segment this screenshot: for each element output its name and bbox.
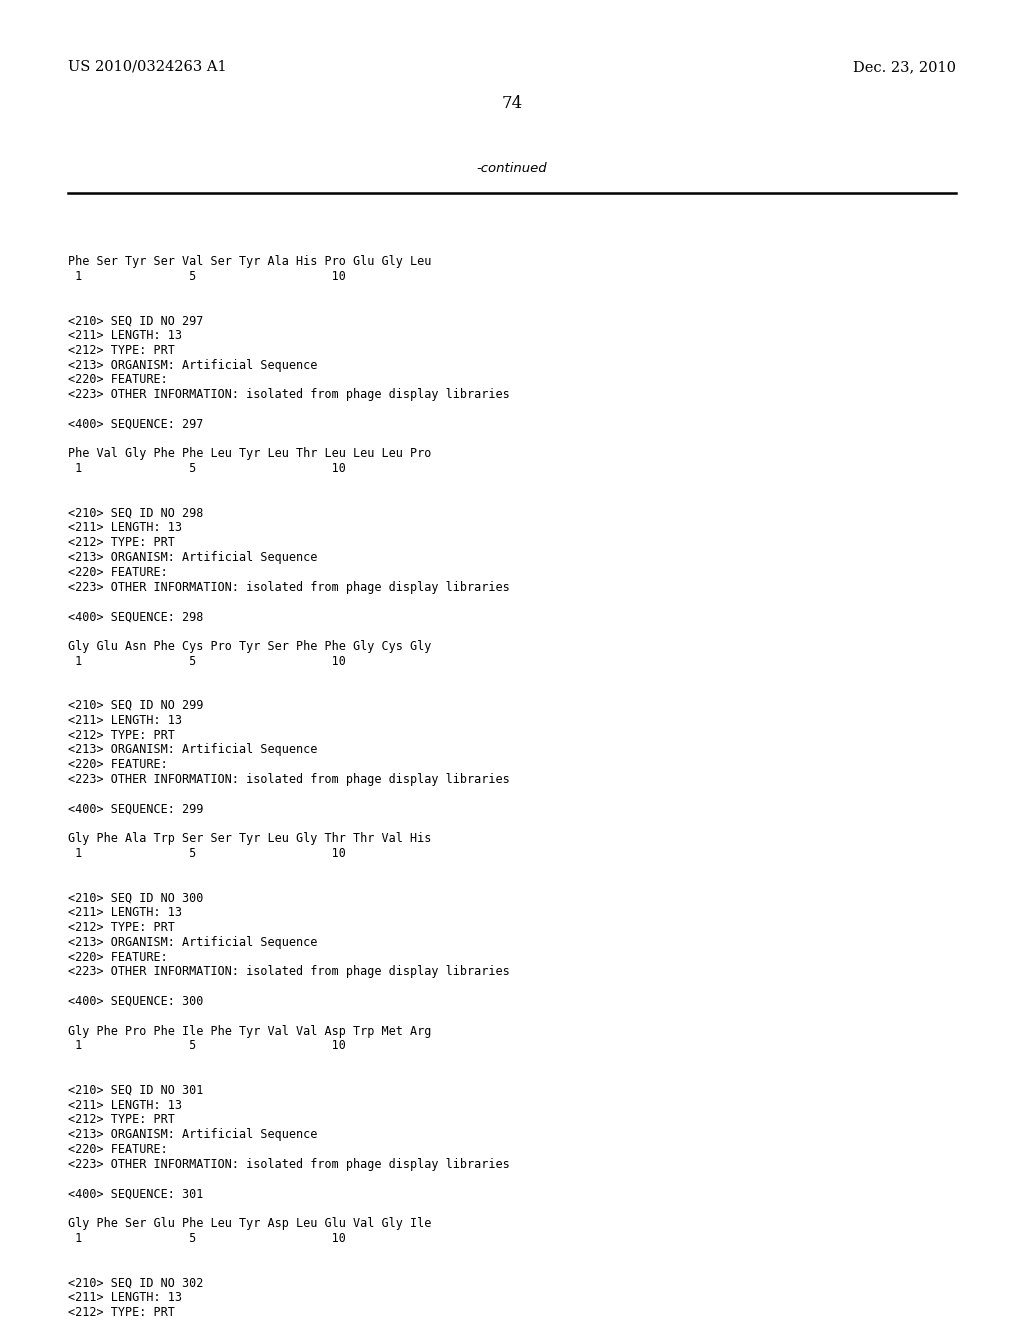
Text: <213> ORGANISM: Artificial Sequence: <213> ORGANISM: Artificial Sequence xyxy=(68,1129,317,1142)
Text: Gly Phe Ala Trp Ser Ser Tyr Leu Gly Thr Thr Val His: Gly Phe Ala Trp Ser Ser Tyr Leu Gly Thr … xyxy=(68,832,431,845)
Text: <223> OTHER INFORMATION: isolated from phage display libraries: <223> OTHER INFORMATION: isolated from p… xyxy=(68,965,510,978)
Text: <220> FEATURE:: <220> FEATURE: xyxy=(68,1143,168,1156)
Text: <400> SEQUENCE: 298: <400> SEQUENCE: 298 xyxy=(68,610,204,623)
Text: Phe Ser Tyr Ser Val Ser Tyr Ala His Pro Glu Gly Leu: Phe Ser Tyr Ser Val Ser Tyr Ala His Pro … xyxy=(68,255,431,268)
Text: <223> OTHER INFORMATION: isolated from phage display libraries: <223> OTHER INFORMATION: isolated from p… xyxy=(68,581,510,594)
Text: <213> ORGANISM: Artificial Sequence: <213> ORGANISM: Artificial Sequence xyxy=(68,550,317,564)
Text: <211> LENGTH: 13: <211> LENGTH: 13 xyxy=(68,907,182,919)
Text: <220> FEATURE:: <220> FEATURE: xyxy=(68,374,168,387)
Text: <223> OTHER INFORMATION: isolated from phage display libraries: <223> OTHER INFORMATION: isolated from p… xyxy=(68,388,510,401)
Text: <212> TYPE: PRT: <212> TYPE: PRT xyxy=(68,1305,175,1319)
Text: <211> LENGTH: 13: <211> LENGTH: 13 xyxy=(68,1098,182,1111)
Text: Phe Val Gly Phe Phe Leu Tyr Leu Thr Leu Leu Leu Pro: Phe Val Gly Phe Phe Leu Tyr Leu Thr Leu … xyxy=(68,447,431,461)
Text: <400> SEQUENCE: 300: <400> SEQUENCE: 300 xyxy=(68,995,204,1008)
Text: <212> TYPE: PRT: <212> TYPE: PRT xyxy=(68,921,175,935)
Text: 1               5                   10: 1 5 10 xyxy=(68,1039,346,1052)
Text: <213> ORGANISM: Artificial Sequence: <213> ORGANISM: Artificial Sequence xyxy=(68,936,317,949)
Text: <210> SEQ ID NO 300: <210> SEQ ID NO 300 xyxy=(68,891,204,904)
Text: <210> SEQ ID NO 298: <210> SEQ ID NO 298 xyxy=(68,507,204,520)
Text: <212> TYPE: PRT: <212> TYPE: PRT xyxy=(68,536,175,549)
Text: <210> SEQ ID NO 297: <210> SEQ ID NO 297 xyxy=(68,314,204,327)
Text: <220> FEATURE:: <220> FEATURE: xyxy=(68,950,168,964)
Text: 74: 74 xyxy=(502,95,522,112)
Text: Dec. 23, 2010: Dec. 23, 2010 xyxy=(853,59,956,74)
Text: <211> LENGTH: 13: <211> LENGTH: 13 xyxy=(68,329,182,342)
Text: -continued: -continued xyxy=(477,162,547,176)
Text: US 2010/0324263 A1: US 2010/0324263 A1 xyxy=(68,59,226,74)
Text: <220> FEATURE:: <220> FEATURE: xyxy=(68,566,168,578)
Text: <210> SEQ ID NO 302: <210> SEQ ID NO 302 xyxy=(68,1276,204,1290)
Text: <400> SEQUENCE: 299: <400> SEQUENCE: 299 xyxy=(68,803,204,816)
Text: <223> OTHER INFORMATION: isolated from phage display libraries: <223> OTHER INFORMATION: isolated from p… xyxy=(68,1158,510,1171)
Text: <211> LENGTH: 13: <211> LENGTH: 13 xyxy=(68,1291,182,1304)
Text: <212> TYPE: PRT: <212> TYPE: PRT xyxy=(68,343,175,356)
Text: <211> LENGTH: 13: <211> LENGTH: 13 xyxy=(68,521,182,535)
Text: 1               5                   10: 1 5 10 xyxy=(68,269,346,282)
Text: <212> TYPE: PRT: <212> TYPE: PRT xyxy=(68,1113,175,1126)
Text: <223> OTHER INFORMATION: isolated from phage display libraries: <223> OTHER INFORMATION: isolated from p… xyxy=(68,774,510,785)
Text: <210> SEQ ID NO 301: <210> SEQ ID NO 301 xyxy=(68,1084,204,1097)
Text: 1               5                   10: 1 5 10 xyxy=(68,462,346,475)
Text: 1               5                   10: 1 5 10 xyxy=(68,655,346,668)
Text: <220> FEATURE:: <220> FEATURE: xyxy=(68,758,168,771)
Text: 1               5                   10: 1 5 10 xyxy=(68,1232,346,1245)
Text: <212> TYPE: PRT: <212> TYPE: PRT xyxy=(68,729,175,742)
Text: <213> ORGANISM: Artificial Sequence: <213> ORGANISM: Artificial Sequence xyxy=(68,359,317,372)
Text: 1               5                   10: 1 5 10 xyxy=(68,847,346,861)
Text: Gly Phe Ser Glu Phe Leu Tyr Asp Leu Glu Val Gly Ile: Gly Phe Ser Glu Phe Leu Tyr Asp Leu Glu … xyxy=(68,1217,431,1230)
Text: <213> ORGANISM: Artificial Sequence: <213> ORGANISM: Artificial Sequence xyxy=(68,743,317,756)
Text: <211> LENGTH: 13: <211> LENGTH: 13 xyxy=(68,714,182,727)
Text: <210> SEQ ID NO 299: <210> SEQ ID NO 299 xyxy=(68,700,204,711)
Text: <400> SEQUENCE: 301: <400> SEQUENCE: 301 xyxy=(68,1188,204,1200)
Text: Gly Phe Pro Phe Ile Phe Tyr Val Val Asp Trp Met Arg: Gly Phe Pro Phe Ile Phe Tyr Val Val Asp … xyxy=(68,1024,431,1038)
Text: <400> SEQUENCE: 297: <400> SEQUENCE: 297 xyxy=(68,418,204,430)
Text: Gly Glu Asn Phe Cys Pro Tyr Ser Phe Phe Gly Cys Gly: Gly Glu Asn Phe Cys Pro Tyr Ser Phe Phe … xyxy=(68,640,431,653)
